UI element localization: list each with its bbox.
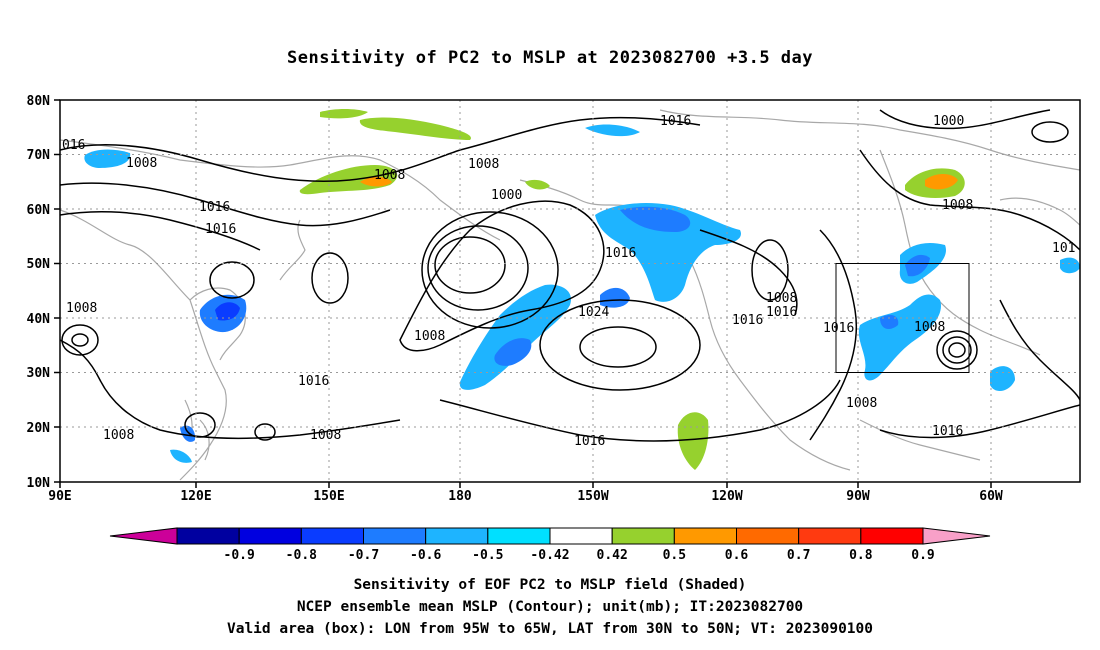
colorbar-label: -0.6: [410, 548, 441, 563]
contour-label: 1008: [914, 320, 945, 335]
colorbar-segment: [549, 527, 613, 545]
colorbar-segment: [673, 527, 737, 545]
colorbar-label: 0.9: [911, 548, 934, 563]
lat-label: 60N: [27, 203, 51, 218]
contour-label: 1016: [605, 246, 636, 261]
contour-label: 1016: [660, 114, 691, 129]
lat-label: 20N: [27, 421, 51, 436]
caption-line-contour: NCEP ensemble mean MSLP (Contour); unit(…: [296, 599, 804, 615]
contour-label: 1008: [126, 156, 157, 171]
colorbar-segment: [300, 527, 365, 545]
sensitivity-shading: [84, 109, 1080, 470]
colorbar-segment: [611, 527, 675, 545]
lat-label: 40N: [27, 312, 51, 327]
contour-label: 1016: [199, 200, 230, 215]
lon-label: 150W: [577, 489, 608, 504]
map-panel: [60, 100, 1080, 482]
caption-line-shaded: Sensitivity of EOF PC2 to MSLP field (Sh…: [353, 577, 747, 593]
colorbar-label: -0.42: [530, 548, 569, 563]
colorbar-segment: [736, 527, 800, 545]
lat-label: 80N: [27, 94, 51, 109]
contour-label: 1008: [468, 157, 499, 172]
colorbar-segment: [425, 527, 489, 545]
lat-lon-grid: [60, 100, 1080, 482]
lat-label: 70N: [27, 148, 51, 163]
contour-label: 1016: [932, 424, 963, 439]
contour-label: 1000: [491, 188, 522, 203]
contour-label: 1008: [310, 428, 341, 443]
colorbar-segment: [238, 527, 302, 545]
colorbar-high-triangle: [922, 527, 991, 545]
contour-label: 1016: [766, 305, 797, 320]
contour-label: 1000: [933, 114, 964, 129]
lon-label: 90W: [846, 489, 870, 504]
lat-label: 50N: [27, 257, 51, 272]
contour-label: 1016: [205, 222, 236, 237]
contour-label: 1008: [766, 291, 797, 306]
colorbar-segment: [176, 527, 240, 545]
latitude-labels: 80N 70N 60N 50N 40N 30N 20N 10N: [27, 94, 51, 491]
contour-label: 1016: [732, 313, 763, 328]
map-frame: [59, 99, 1081, 483]
contour-label: 101: [1052, 241, 1075, 256]
contour-label: 1016: [298, 374, 329, 389]
longitude-labels: 90E 120E 150E 180 150W 120W 90W 60W: [48, 489, 1003, 504]
colorbar-label: -0.5: [472, 548, 503, 563]
caption-line-valid-area: Valid area (box): LON from 95W to 65W, L…: [226, 621, 873, 637]
mslp-contours: [60, 109, 1080, 442]
colorbar-label: -0.9: [224, 548, 255, 563]
lon-label: 120E: [180, 489, 211, 504]
lon-label: 180: [448, 489, 472, 504]
colorbar: -0.9 -0.8 -0.7 -0.6 -0.5 -0.42 0.42 0.5 0.6 0.7 0.…: [109, 527, 991, 563]
lon-label: 150E: [313, 489, 344, 504]
valid-area-box: [835, 263, 970, 373]
axis-ticks: [54, 99, 992, 488]
colorbar-segment: [798, 527, 862, 545]
contour-label: 1016: [823, 321, 854, 336]
contour-labels: 016 1008 1008 1016 1016 1008 1016 1008 1…: [62, 114, 1075, 449]
colorbar-label: -0.8: [286, 548, 317, 563]
colorbar-segment: [487, 527, 551, 545]
colorbar-label: -0.7: [348, 548, 379, 563]
lon-label: 120W: [711, 489, 742, 504]
lat-label: 10N: [27, 476, 51, 491]
contour-label: 1008: [103, 428, 134, 443]
colorbar-label: 0.42: [597, 548, 628, 563]
contour-label: 016: [62, 138, 85, 153]
contour-label: 1008: [66, 301, 97, 316]
contour-label: 1016: [574, 434, 605, 449]
contour-label: 1008: [374, 168, 405, 183]
colorbar-label: 0.6: [725, 548, 749, 563]
lon-label: 90E: [48, 489, 71, 504]
colorbar-segment: [363, 527, 427, 545]
contour-label: 1008: [414, 329, 445, 344]
lon-label: 60W: [979, 489, 1003, 504]
map-title: Sensitivity of PC2 to MSLP at 2023082700…: [286, 48, 813, 68]
colorbar-label: 0.5: [663, 548, 686, 563]
colorbar-low-triangle: [109, 527, 178, 545]
contour-label: 1008: [942, 198, 973, 213]
colorbar-label: 0.8: [849, 548, 873, 563]
colorbar-segment: [860, 527, 924, 545]
figure-captions: Sensitivity of EOF PC2 to MSLP field (Sh…: [0, 574, 1100, 640]
lat-label: 30N: [27, 366, 51, 381]
colorbar-label: 0.7: [787, 548, 810, 563]
contour-label: 1024: [578, 305, 609, 320]
contour-label: 1008: [846, 396, 877, 411]
